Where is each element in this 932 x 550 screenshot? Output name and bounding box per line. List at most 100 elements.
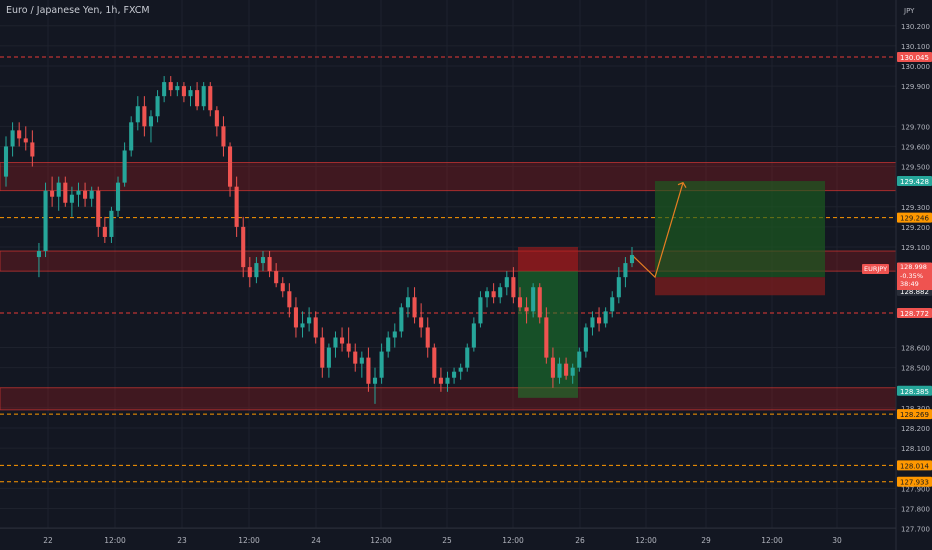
price-tick-label: 129.600 [901, 143, 930, 151]
candle-body [247, 267, 252, 278]
candle-body [445, 377, 450, 384]
candle-body [181, 86, 186, 97]
price-label[interactable]: 129.428 [900, 178, 929, 186]
candle-body [267, 257, 272, 272]
candle-body [221, 126, 226, 147]
candle-body [135, 106, 140, 123]
candle-body [491, 291, 496, 298]
price-tick-label: 129.500 [901, 164, 930, 172]
price-tick-label: 130.200 [901, 23, 930, 31]
price-label[interactable]: 128.772 [900, 310, 929, 318]
price-label[interactable]: 130.045 [900, 54, 929, 62]
candle-body [623, 263, 628, 278]
trade-setup[interactable] [518, 181, 825, 398]
candle-body [30, 142, 35, 157]
candle-body [300, 323, 305, 328]
price-label[interactable]: 127.933 [900, 479, 929, 487]
bar-countdown: 38:49 [900, 280, 919, 288]
price-label-bg [897, 385, 932, 396]
candle-body [517, 297, 523, 308]
candle-body [629, 255, 635, 264]
candle-body [287, 291, 292, 308]
currency-label: JPY [904, 7, 915, 15]
candle-body [214, 110, 219, 127]
candle-body [320, 337, 325, 368]
candle-body [162, 82, 167, 97]
time-tick-label: 12:00 [238, 536, 260, 545]
candle-body [23, 138, 28, 143]
candle-body [504, 277, 509, 288]
candle-body [36, 251, 41, 258]
candle-body [56, 182, 61, 197]
arrow-head-icon [677, 181, 687, 188]
candle-body [577, 351, 582, 368]
time-tick-label: 12:00 [635, 536, 657, 545]
price-label[interactable]: 128.385 [900, 388, 929, 396]
price-tick-label: 128.100 [901, 445, 930, 453]
time-tick-label: 24 [311, 536, 321, 545]
price-tick-label: 129.300 [901, 204, 930, 212]
time-tick-label: 26 [575, 536, 585, 545]
time-tick-label: 12:00 [370, 536, 392, 545]
candle-body [570, 367, 575, 376]
candle-body [597, 317, 602, 324]
candle-body [412, 297, 417, 318]
candle-body [254, 263, 259, 278]
candle-body [83, 190, 88, 199]
price-tick-label: 128.500 [901, 365, 930, 373]
price-tick-label: 127.700 [901, 526, 930, 534]
symbol-badge[interactable]: EURJPY [862, 264, 890, 274]
target-zone[interactable] [655, 181, 825, 278]
time-tick-label: 12:00 [502, 536, 524, 545]
time-axis[interactable]: 22 12:00 23 12:00 24 12:00 25 12:00 26 12:00 29 12:… [0, 527, 896, 545]
candle-body [557, 363, 562, 378]
candle-body [471, 323, 476, 348]
candle-body [155, 96, 160, 117]
time-tick-label: 30 [832, 536, 842, 545]
price-label[interactable]: 128.269 [900, 411, 929, 419]
last-change: -0.35% [900, 271, 923, 280]
candle-body [188, 90, 193, 97]
price-tick-label: 130.100 [901, 43, 930, 51]
price-tick-label: 127.900 [901, 485, 930, 493]
candle-body [168, 82, 173, 91]
candle-body [10, 130, 15, 147]
price-label[interactable]: 129.246 [900, 215, 929, 223]
candle-body [610, 297, 615, 312]
candle-body [129, 122, 134, 151]
candle-body [544, 317, 549, 358]
candle-body [293, 307, 298, 328]
candle-body [96, 190, 101, 227]
candle-body [366, 357, 371, 384]
candle-body [307, 317, 312, 324]
time-tick-label: 22 [43, 536, 53, 545]
last-price-box: 128.998 -0.35% 38:49 [897, 263, 932, 290]
stop-zone[interactable] [655, 277, 825, 296]
candle-body [241, 226, 246, 268]
price-zone [0, 387, 897, 411]
price-tick-label: 129.200 [901, 224, 930, 232]
candle-body [550, 357, 555, 378]
candle-body [260, 257, 266, 264]
candle-body [340, 337, 345, 344]
price-label-bg [897, 460, 932, 471]
candle-body [89, 190, 94, 199]
symbol-badge-name: EURJPY [864, 265, 888, 273]
candle-body [353, 351, 358, 364]
candle-body [359, 357, 364, 364]
candle-body [346, 343, 351, 352]
candle-body [432, 347, 437, 378]
price-tick-label: 127.800 [901, 505, 930, 513]
price-label[interactable]: 128.014 [900, 462, 929, 470]
candle-body [603, 311, 608, 324]
candle-body [208, 86, 213, 111]
price-tick-label: 128.300 [901, 405, 930, 413]
price-label[interactable]: 128.882 [900, 288, 929, 296]
price-tick-label: 129.900 [901, 83, 930, 91]
candles [3, 76, 635, 404]
grid [0, 0, 896, 530]
candle-body [17, 130, 22, 139]
candle-body [227, 146, 233, 187]
